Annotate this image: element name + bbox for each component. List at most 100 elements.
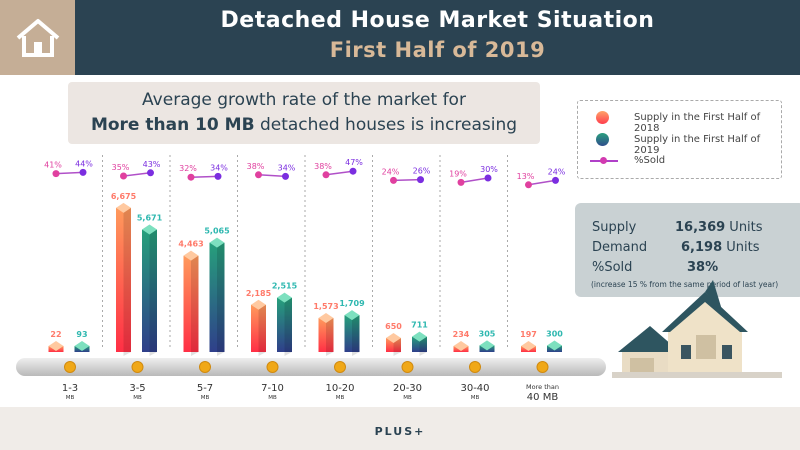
legend-label-2018: Supply in the First Half of 2018 — [634, 112, 761, 134]
demand-unit: Units — [722, 240, 760, 255]
category-label: 40 MB — [527, 392, 559, 403]
bar-cap — [453, 341, 469, 351]
page-title: Detached House Market Situation — [220, 8, 655, 33]
sold-dot-2019 — [552, 176, 559, 184]
sold-line — [258, 174, 286, 178]
bar-value-label: 6,675 — [111, 192, 137, 201]
sold-label-2018: 19% — [449, 169, 467, 178]
sold-dot-2018 — [120, 172, 127, 180]
bar-2019 — [209, 242, 225, 352]
bar-cap — [142, 224, 157, 235]
bar-cap — [277, 292, 292, 303]
timeline-dot — [469, 361, 481, 373]
sold-line — [55, 171, 84, 175]
legend: Supply in the First Half of 2018 Supply … — [577, 100, 782, 179]
callout-line1: Average growth rate of the market for — [142, 90, 466, 110]
sold-dot-2018 — [322, 171, 330, 179]
logo — [0, 0, 75, 75]
sold-line — [393, 178, 421, 182]
bar-side — [149, 229, 157, 356]
bar-cap — [479, 340, 495, 351]
bar-side — [352, 315, 360, 356]
house-icon — [16, 18, 59, 57]
sold-label-2019: 30% — [480, 165, 498, 174]
bar-2019 — [142, 229, 157, 352]
bar-2018 — [183, 255, 199, 352]
supply-unit: Units — [725, 220, 763, 235]
category-unit: MB — [133, 395, 142, 401]
bar-value-label: 234 — [453, 330, 470, 339]
sold-label-2019: 47% — [345, 158, 363, 167]
legend-label-2019: Supply in the First Half of 2019 — [634, 134, 761, 156]
bar-side — [393, 337, 401, 356]
sold-dot-2019 — [484, 174, 492, 182]
sold-label-2018: 35% — [112, 163, 130, 172]
legend-dot-sold — [600, 157, 607, 164]
category-unit: MB — [471, 395, 480, 401]
bar-cap — [547, 340, 562, 351]
sold-label: %Sold — [592, 260, 633, 275]
bar-2018 — [251, 304, 266, 352]
bar-value-label: 4,463 — [178, 240, 203, 249]
sold-line — [528, 179, 556, 186]
bar-value-label: 2,185 — [246, 289, 272, 298]
sold-dot-2019 — [79, 168, 87, 176]
bar-value-label: 1,573 — [313, 302, 338, 311]
timeline-dot — [536, 361, 549, 373]
bar-cap — [183, 250, 199, 261]
bar-value-label: 5,671 — [137, 214, 163, 223]
sold-label-2019: 26% — [413, 167, 431, 176]
timeline-dot — [64, 361, 76, 373]
bar-side — [258, 304, 266, 356]
bar-value-label: 1,709 — [339, 299, 365, 308]
sold-dot-2019 — [147, 169, 154, 177]
callout-bold: More than 10 MB — [90, 115, 255, 135]
bar-value-label: 93 — [76, 330, 87, 339]
sold-dot-2019 — [417, 176, 424, 184]
sold-note: (increase 15 % from the same period of l… — [591, 280, 779, 289]
category-unit: MB — [201, 395, 210, 401]
sold-dot-2019 — [214, 172, 222, 180]
brand-logo: PLUS+ — [374, 425, 426, 438]
bar-value-label: 711 — [411, 321, 428, 330]
bar-side — [326, 318, 334, 356]
sold-label-2019: 34% — [278, 163, 296, 172]
sold-label-2018: 24% — [382, 167, 400, 176]
category-label: 20-30 — [393, 383, 422, 394]
category-label: More than — [526, 383, 559, 391]
bar-value-label: 197 — [520, 330, 537, 339]
supply-number: 16,369 — [675, 220, 726, 235]
supply-value: 16,369 Units — [675, 220, 763, 235]
bar-2019 — [412, 336, 427, 352]
category-unit: MB — [336, 395, 345, 401]
bar-cap — [116, 202, 131, 213]
legend-label-sold: %Sold — [634, 155, 666, 166]
timeline-dot — [199, 361, 211, 373]
sold-dot-2019 — [349, 167, 357, 175]
callout-box: Average growth rate of the market for Mo… — [68, 82, 540, 144]
bar-cap — [74, 341, 90, 351]
bar-side — [284, 297, 292, 356]
bar-cap — [344, 310, 360, 321]
sold-dot-2019 — [282, 172, 289, 180]
category-label: 30-40 — [460, 383, 489, 394]
bar-side — [217, 242, 225, 356]
sold-label-2018: 41% — [44, 161, 62, 170]
bar-value-label: 305 — [479, 329, 496, 338]
sold-label-2019: 24% — [548, 167, 566, 176]
footer — [0, 407, 800, 450]
legend-swatch-2018 — [596, 111, 609, 124]
bar-side — [419, 336, 427, 356]
category-label: 5-7 — [197, 383, 213, 394]
sold-label-2019: 34% — [210, 163, 228, 172]
bar-2018 — [318, 318, 334, 352]
sold-dot-2018 — [457, 178, 465, 186]
category-unit: MB — [268, 395, 277, 401]
legend-swatch-2019 — [596, 133, 609, 146]
sold-line — [190, 175, 219, 178]
bar-cap — [318, 313, 334, 324]
callout-rest: detached houses is increasing — [254, 115, 518, 135]
bar-2018 — [116, 207, 131, 352]
sold-dot-2018 — [525, 181, 532, 189]
timeline-dot — [334, 361, 346, 373]
